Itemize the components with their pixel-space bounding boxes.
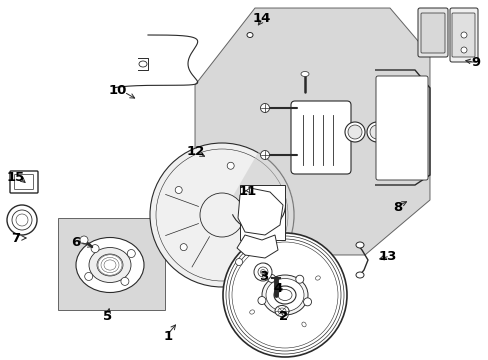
Bar: [240, 185, 285, 240]
Circle shape: [258, 267, 267, 277]
Ellipse shape: [249, 310, 254, 314]
FancyBboxPatch shape: [451, 13, 474, 57]
Text: 12: 12: [186, 145, 204, 158]
Ellipse shape: [262, 275, 307, 315]
Circle shape: [84, 273, 93, 280]
Circle shape: [267, 274, 275, 282]
Circle shape: [460, 32, 466, 38]
Text: 15: 15: [7, 171, 25, 184]
Circle shape: [295, 275, 303, 283]
Ellipse shape: [369, 125, 383, 139]
Circle shape: [303, 298, 311, 306]
Text: 2: 2: [279, 310, 288, 323]
Ellipse shape: [273, 286, 295, 304]
Text: 8: 8: [392, 202, 402, 215]
Ellipse shape: [345, 122, 364, 142]
Text: 5: 5: [103, 310, 112, 323]
Polygon shape: [238, 188, 283, 235]
Ellipse shape: [97, 254, 123, 276]
Text: 4: 4: [273, 282, 282, 294]
Ellipse shape: [366, 122, 386, 142]
Circle shape: [200, 193, 244, 237]
Ellipse shape: [301, 72, 308, 77]
Ellipse shape: [315, 276, 320, 280]
Circle shape: [460, 47, 466, 53]
Ellipse shape: [76, 238, 143, 292]
Circle shape: [127, 249, 135, 257]
Polygon shape: [237, 235, 278, 258]
Circle shape: [180, 244, 187, 251]
Ellipse shape: [347, 125, 361, 139]
Circle shape: [260, 270, 265, 274]
Ellipse shape: [355, 242, 363, 248]
Circle shape: [253, 263, 271, 281]
Circle shape: [175, 186, 182, 193]
Ellipse shape: [355, 272, 363, 278]
Text: 11: 11: [238, 185, 257, 198]
Circle shape: [267, 203, 274, 210]
Polygon shape: [195, 8, 429, 255]
Bar: [58, 218, 164, 310]
Wedge shape: [222, 152, 294, 252]
Ellipse shape: [301, 322, 305, 327]
FancyBboxPatch shape: [420, 13, 444, 53]
FancyBboxPatch shape: [290, 101, 350, 174]
Ellipse shape: [278, 289, 291, 301]
Text: 13: 13: [378, 249, 396, 262]
FancyBboxPatch shape: [449, 8, 477, 62]
Circle shape: [280, 311, 287, 319]
Text: 14: 14: [252, 12, 271, 24]
Circle shape: [80, 236, 88, 244]
Text: 10: 10: [109, 84, 127, 96]
Circle shape: [150, 143, 293, 287]
FancyBboxPatch shape: [417, 8, 447, 57]
Ellipse shape: [264, 263, 267, 268]
Text: 3: 3: [259, 270, 268, 283]
Text: 9: 9: [470, 55, 480, 68]
Circle shape: [227, 162, 234, 169]
Ellipse shape: [89, 248, 131, 283]
Ellipse shape: [139, 61, 147, 67]
Ellipse shape: [274, 306, 288, 316]
Circle shape: [121, 278, 129, 285]
Text: 1: 1: [163, 329, 172, 342]
Ellipse shape: [265, 279, 304, 311]
Circle shape: [257, 297, 265, 305]
FancyBboxPatch shape: [375, 76, 427, 180]
Text: 6: 6: [71, 235, 81, 248]
Circle shape: [235, 258, 242, 265]
Text: 7: 7: [11, 231, 20, 244]
Circle shape: [223, 233, 346, 357]
Ellipse shape: [278, 308, 285, 314]
Circle shape: [260, 150, 269, 159]
Ellipse shape: [246, 32, 252, 37]
Circle shape: [91, 244, 99, 253]
Circle shape: [260, 104, 269, 112]
